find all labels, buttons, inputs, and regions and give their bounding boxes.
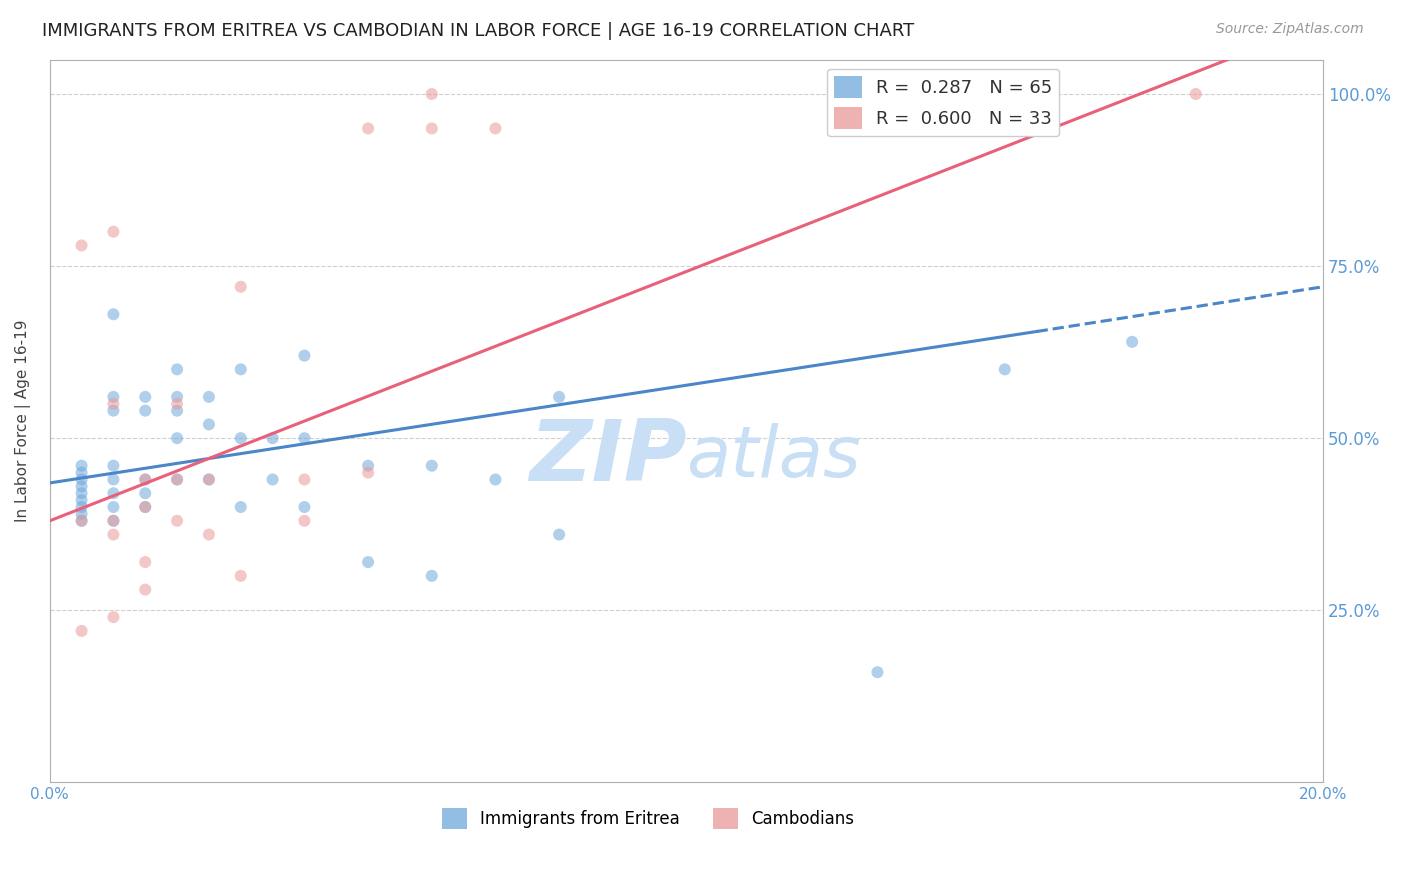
Point	[166, 431, 188, 445]
Point	[229, 362, 252, 376]
Point	[262, 431, 284, 445]
Text: IMMIGRANTS FROM ERITREA VS CAMBODIAN IN LABOR FORCE | AGE 16-19 CORRELATION CHAR: IMMIGRANTS FROM ERITREA VS CAMBODIAN IN …	[42, 22, 914, 40]
Point	[294, 349, 316, 363]
Point	[103, 225, 125, 239]
Point	[484, 121, 506, 136]
Point	[103, 307, 125, 321]
Point	[166, 390, 188, 404]
Point	[229, 279, 252, 293]
Point	[103, 473, 125, 487]
Point	[262, 473, 284, 487]
Point	[70, 500, 93, 514]
Point	[1184, 87, 1206, 101]
Point	[134, 403, 156, 417]
Point	[198, 473, 221, 487]
Point	[294, 500, 316, 514]
Point	[103, 610, 125, 624]
Point	[166, 473, 188, 487]
Point	[420, 121, 443, 136]
Point	[294, 431, 316, 445]
Point	[420, 569, 443, 583]
Point	[70, 486, 93, 500]
Point	[357, 458, 380, 473]
Point	[198, 417, 221, 432]
Point	[484, 473, 506, 487]
Point	[70, 493, 93, 508]
Point	[420, 87, 443, 101]
Point	[103, 500, 125, 514]
Point	[134, 473, 156, 487]
Point	[70, 507, 93, 521]
Point	[166, 362, 188, 376]
Point	[70, 514, 93, 528]
Point	[166, 403, 188, 417]
Legend: Immigrants from Eritrea, Cambodians: Immigrants from Eritrea, Cambodians	[436, 802, 862, 836]
Point	[198, 390, 221, 404]
Point	[134, 473, 156, 487]
Point	[166, 514, 188, 528]
Point	[929, 87, 952, 101]
Point	[103, 403, 125, 417]
Point	[357, 121, 380, 136]
Point	[548, 527, 571, 541]
Point	[134, 582, 156, 597]
Point	[103, 458, 125, 473]
Point	[70, 479, 93, 493]
Text: ZIP: ZIP	[529, 416, 686, 499]
Point	[294, 514, 316, 528]
Point	[134, 486, 156, 500]
Point	[70, 514, 93, 528]
Point	[70, 473, 93, 487]
Point	[103, 527, 125, 541]
Point	[198, 527, 221, 541]
Y-axis label: In Labor Force | Age 16-19: In Labor Force | Age 16-19	[15, 319, 31, 522]
Point	[70, 458, 93, 473]
Point	[103, 486, 125, 500]
Point	[166, 397, 188, 411]
Text: Source: ZipAtlas.com: Source: ZipAtlas.com	[1216, 22, 1364, 37]
Point	[103, 514, 125, 528]
Point	[70, 238, 93, 252]
Point	[134, 555, 156, 569]
Point	[70, 466, 93, 480]
Point	[198, 473, 221, 487]
Point	[1121, 334, 1143, 349]
Point	[229, 569, 252, 583]
Point	[134, 500, 156, 514]
Point	[103, 397, 125, 411]
Point	[420, 458, 443, 473]
Point	[229, 500, 252, 514]
Text: atlas: atlas	[686, 423, 860, 491]
Point	[103, 514, 125, 528]
Point	[357, 555, 380, 569]
Point	[866, 665, 889, 680]
Point	[134, 390, 156, 404]
Point	[548, 390, 571, 404]
Point	[134, 500, 156, 514]
Point	[994, 362, 1017, 376]
Point	[229, 431, 252, 445]
Point	[357, 466, 380, 480]
Point	[294, 473, 316, 487]
Point	[103, 390, 125, 404]
Point	[70, 624, 93, 638]
Point	[166, 473, 188, 487]
